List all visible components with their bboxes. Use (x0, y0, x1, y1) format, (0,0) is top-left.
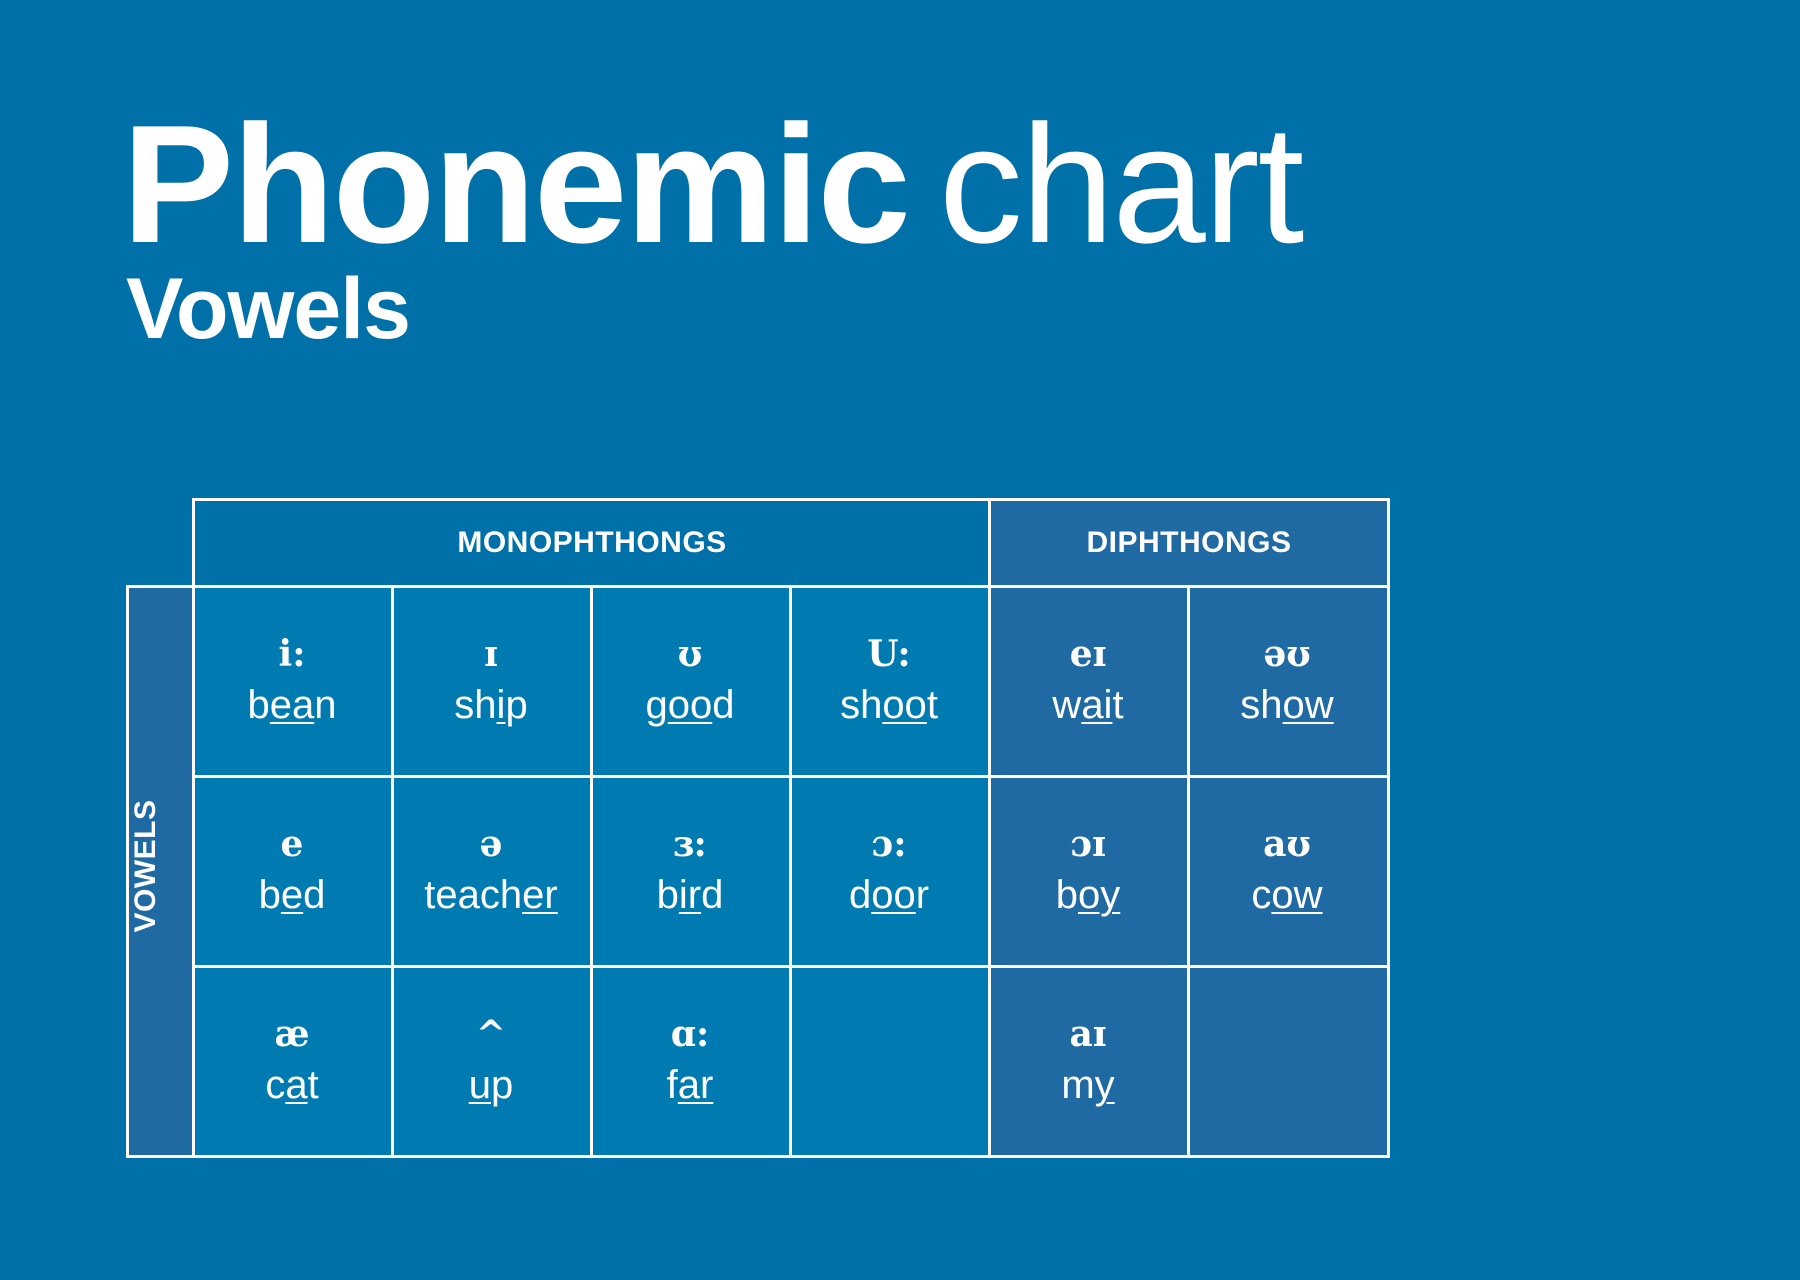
vowels-side-fill (128, 587, 193, 1157)
page-subtitle: Vowels (126, 261, 411, 357)
vowel-cell: eɪ wait (990, 588, 1186, 774)
example-word: wait (1052, 683, 1124, 727)
page-title: Phonemic chart (122, 100, 1304, 268)
title-bold: Phonemic (122, 90, 911, 278)
monophthongs-header: MONOPHTHONGS (457, 526, 727, 559)
phoneme-symbol: ɔ: (871, 823, 907, 865)
example-word: bean (247, 683, 337, 727)
example-word: my (1061, 1063, 1115, 1107)
example-word: bird (656, 873, 724, 917)
phoneme-symbol: ɑ: (670, 1013, 710, 1055)
vowel-cell: ɔɪ boy (990, 778, 1186, 964)
phoneme-symbol: U: (867, 633, 911, 675)
example-word: shoot (840, 683, 938, 727)
phoneme-symbol: ^ (475, 1013, 507, 1055)
vowel-cell: ɪ ship (393, 588, 589, 774)
example-word: good (645, 683, 735, 727)
grid-line (988, 498, 991, 1158)
phoneme-symbol: aʊ (1263, 823, 1311, 865)
grid-line (1187, 585, 1190, 1158)
grid-line (391, 585, 394, 1158)
grid-line (1387, 498, 1390, 1158)
example-word: boy (1055, 873, 1121, 917)
example-word: bed (258, 873, 326, 917)
vowel-cell: i: bean (194, 588, 390, 774)
example-word: far (666, 1063, 714, 1107)
phoneme-symbol: aɪ (1069, 1013, 1107, 1055)
grid-line (192, 498, 195, 1158)
phoneme-symbol: e (280, 823, 304, 865)
grid-line (126, 585, 129, 1158)
phoneme-symbol: ɪ (484, 633, 498, 675)
phoneme-symbol: eɪ (1069, 633, 1107, 675)
vowel-cell: ɔ: door (791, 778, 987, 964)
example-word: door (848, 873, 930, 917)
example-word: up (468, 1063, 514, 1107)
phoneme-symbol: æ (274, 1013, 310, 1055)
vowel-cell: æ cat (194, 968, 390, 1154)
vowel-cell: ə teacher (393, 778, 589, 964)
vowel-cell: aʊ cow (1189, 778, 1385, 964)
example-word: teacher (424, 873, 558, 917)
monophthongs-header-fill (194, 500, 990, 586)
example-word: ship (454, 683, 528, 727)
grid-line (192, 498, 1390, 501)
vowel-cell: ^ up (393, 968, 589, 1154)
example-word: cat (265, 1063, 319, 1107)
diphthongs-header-fill (990, 500, 1388, 586)
grid-line (126, 1155, 1390, 1158)
vowel-cell: əʊ show (1189, 588, 1385, 774)
grid-line (590, 585, 593, 1158)
vowel-cell: e bed (194, 778, 390, 964)
phoneme-symbol: ʊ (677, 633, 703, 675)
phoneme-symbol: ɔɪ (1070, 823, 1106, 865)
diphthongs-header: DIPHTHONGS (1086, 526, 1292, 559)
example-word: show (1240, 683, 1334, 727)
vowel-cell: aɪ my (990, 968, 1186, 1154)
vowels-side-label: VOWELS (129, 799, 162, 933)
grid-line (789, 585, 792, 1158)
vowel-cell: ɜ: bird (592, 778, 788, 964)
example-word: cow (1251, 873, 1323, 917)
phoneme-symbol: ə (479, 823, 503, 865)
empty-cell (1189, 968, 1385, 1154)
grid-line (126, 585, 1390, 588)
title-light: chart (938, 90, 1304, 278)
vowel-cell: U: shoot (791, 588, 987, 774)
phoneme-symbol: i: (278, 633, 306, 675)
vowel-cell: ʊ good (592, 588, 788, 774)
phoneme-symbol: əʊ (1263, 633, 1311, 675)
empty-cell (791, 968, 987, 1154)
phoneme-symbol: ɜ: (673, 823, 707, 865)
vowel-cell: ɑ: far (592, 968, 788, 1154)
